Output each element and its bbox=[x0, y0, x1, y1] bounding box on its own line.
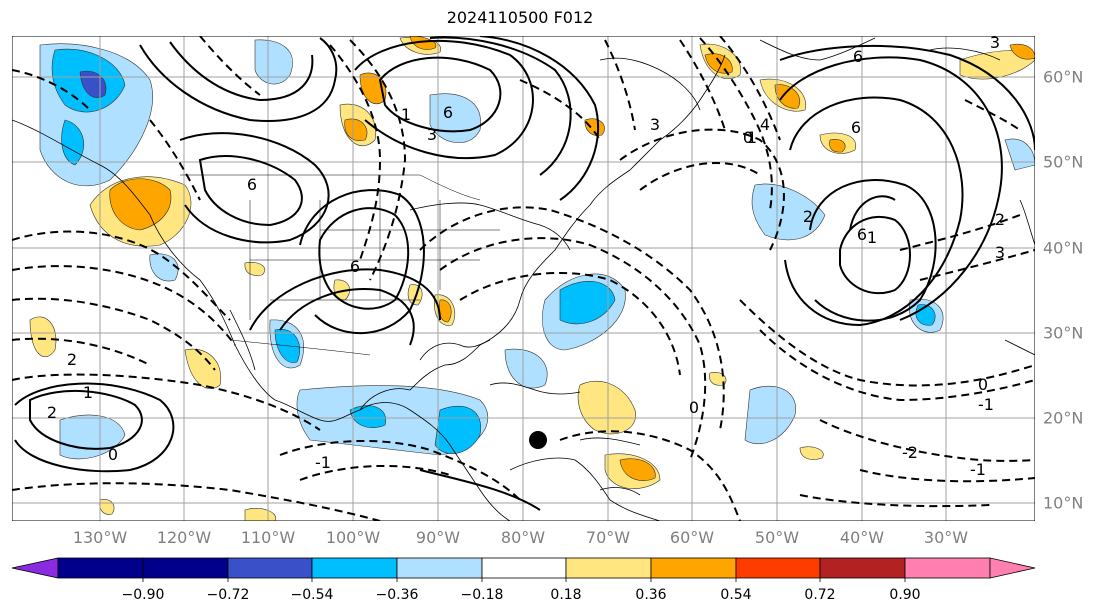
colorbar-segment bbox=[227, 557, 313, 579]
longitude-label: 100°W bbox=[325, 528, 381, 547]
colorbar-segment bbox=[650, 557, 737, 579]
contour-label: 2 bbox=[67, 350, 77, 369]
contour-label: 6 bbox=[851, 118, 861, 137]
contour-label: 6 bbox=[853, 47, 863, 66]
colorbar-segment bbox=[311, 557, 398, 579]
contour-label: -2 bbox=[902, 443, 918, 462]
latitude-label: 40°N bbox=[1043, 238, 1084, 258]
negative-contours bbox=[12, 36, 1035, 521]
longitude-label: 30°W bbox=[923, 528, 969, 547]
colorbar bbox=[11, 557, 1036, 582]
contour-label: 1 bbox=[867, 228, 877, 247]
latitude-label: 20°N bbox=[1043, 408, 1084, 428]
contour-label: 6 bbox=[443, 103, 453, 122]
colorbar-segment bbox=[396, 557, 483, 579]
latitude-label: 50°N bbox=[1043, 152, 1084, 172]
graticule bbox=[12, 36, 1035, 521]
latitude-label: 10°N bbox=[1043, 493, 1084, 513]
colorbar-tick-label: −0.90 bbox=[121, 587, 165, 603]
contour-label: 1 bbox=[747, 128, 757, 147]
contour-label: 3 bbox=[650, 115, 660, 134]
borders bbox=[180, 174, 500, 356]
colorbar-segment bbox=[565, 557, 652, 579]
colorbar-tick-label: 0.72 bbox=[804, 587, 836, 603]
contour-label: 3 bbox=[990, 33, 1000, 52]
contour-label: -1 bbox=[978, 395, 994, 414]
longitude-label: 130°W bbox=[72, 528, 128, 547]
colorbar-tick-label: −0.18 bbox=[460, 587, 504, 603]
map-title: 2024110500 F012 bbox=[446, 8, 594, 27]
contour-label: 6 bbox=[247, 175, 257, 194]
coastlines bbox=[12, 37, 1035, 521]
colorbar-tick-label: 0.54 bbox=[720, 587, 752, 603]
contour-label: 3 bbox=[427, 125, 437, 144]
colorbar-segment bbox=[904, 557, 991, 579]
colorbar-segment bbox=[57, 557, 144, 579]
contour-label: 3 bbox=[995, 243, 1005, 262]
longitude-label: 70°W bbox=[585, 528, 631, 547]
colorbar-extend-high bbox=[989, 557, 1036, 579]
contour-label: 1 bbox=[401, 105, 411, 124]
longitude-label: 80°W bbox=[500, 528, 546, 547]
longitude-label: 120°W bbox=[156, 528, 212, 547]
contour-label: 6 bbox=[857, 225, 867, 244]
contour-label: 0 bbox=[743, 128, 753, 147]
contour-labels: 6 3 6 1 6 3 1 2 1 4 6 6 6 3 0 2 1 3 2 0 … bbox=[47, 33, 1005, 479]
contour-label: 4 bbox=[760, 115, 770, 134]
contour-label: 2 bbox=[995, 210, 1005, 229]
positive-contours bbox=[14, 36, 1035, 511]
colorbar-tick-label: 0.36 bbox=[635, 587, 667, 603]
contour-label: 0 bbox=[108, 445, 118, 464]
longitude-label: 110°W bbox=[240, 528, 296, 547]
colorbar-tick-label: −0.36 bbox=[375, 587, 419, 603]
latitude-label: 30°N bbox=[1043, 323, 1084, 343]
colorbar-tick-label: −0.54 bbox=[290, 587, 334, 603]
colorbar-tick-label: −0.72 bbox=[206, 587, 250, 603]
contour-label: 0 bbox=[978, 375, 988, 394]
longitude-label: 50°W bbox=[754, 528, 800, 547]
contour-label: 2 bbox=[47, 403, 57, 422]
longitude-label: 40°W bbox=[839, 528, 885, 547]
colorbar-segment bbox=[481, 557, 567, 579]
contour-label: 0 bbox=[689, 398, 699, 417]
longitude-label: 90°W bbox=[415, 528, 461, 547]
contour-label: 1 bbox=[83, 383, 93, 402]
storm-center-marker bbox=[529, 431, 547, 449]
colorbar-extend-low bbox=[11, 557, 59, 579]
contour-label: 2 bbox=[803, 207, 813, 226]
colorbar-segment bbox=[819, 557, 906, 579]
contour-label: -1 bbox=[315, 453, 331, 472]
colorbar-tick-label: 0.90 bbox=[889, 587, 921, 603]
colorbar-tick-label: 0.18 bbox=[550, 587, 582, 603]
strong-positive-anomaly-areas bbox=[109, 36, 1035, 481]
colorbar-segment bbox=[735, 557, 821, 579]
very-strong-negative-anomaly-areas bbox=[79, 70, 107, 98]
colorbar-segment bbox=[142, 557, 229, 579]
contour-label: -1 bbox=[970, 460, 986, 479]
contour-label: 6 bbox=[350, 257, 360, 276]
latitude-label: 60°N bbox=[1043, 67, 1084, 87]
longitude-label: 60°W bbox=[669, 528, 715, 547]
